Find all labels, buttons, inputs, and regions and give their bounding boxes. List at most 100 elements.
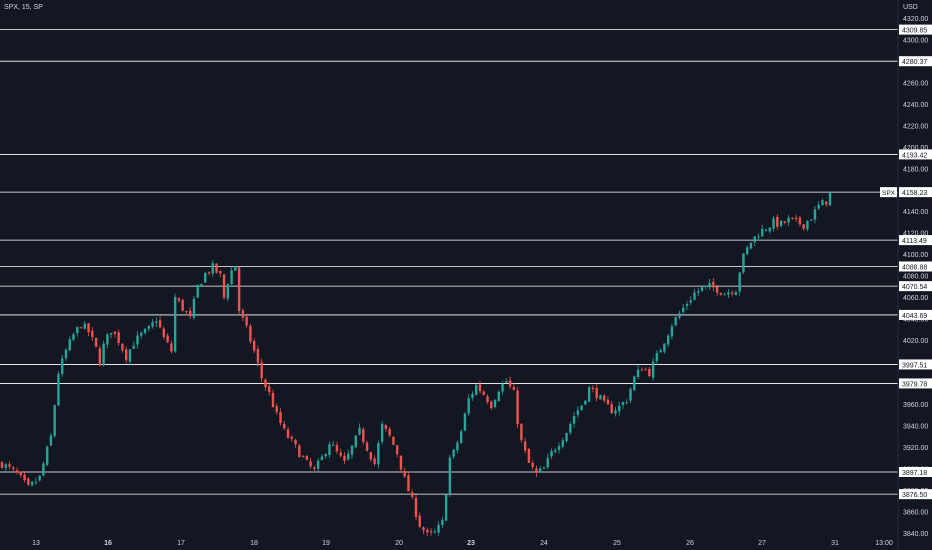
level-label: 4043.69 — [902, 313, 927, 320]
candles — [0, 192, 832, 536]
candle-up — [501, 383, 504, 392]
candle-up — [666, 335, 670, 345]
candle-down — [271, 392, 275, 408]
candle-down — [188, 310, 192, 317]
candle-down — [602, 395, 606, 401]
level-label-box — [899, 24, 932, 35]
candle-down — [648, 369, 651, 377]
candle-up — [316, 460, 320, 469]
candle-down — [610, 404, 613, 414]
candle-up — [354, 435, 357, 448]
candle-up — [723, 294, 726, 296]
candle-down — [177, 298, 181, 301]
candle-up — [192, 298, 196, 318]
candle-down — [715, 286, 719, 293]
candle-up — [61, 358, 64, 375]
candle-up — [76, 327, 79, 334]
candle-up — [693, 292, 696, 300]
candle-down — [19, 471, 23, 476]
candle-down — [712, 281, 715, 288]
level-label: 3997.51 — [902, 362, 927, 369]
candle-up — [685, 304, 689, 307]
candle-down — [283, 423, 286, 429]
candle-up — [42, 463, 45, 476]
candle-up — [173, 296, 177, 352]
candle-up — [64, 349, 68, 359]
candle-up — [324, 454, 327, 457]
x-tick-label: 16 — [104, 540, 112, 547]
candle-down — [162, 328, 166, 337]
candle-down — [335, 445, 339, 452]
candle-down — [527, 449, 531, 463]
symbol-header[interactable]: SPX, 15, SP — [4, 4, 43, 11]
last-price-label: 4158.23 — [902, 190, 927, 197]
level-label-box — [899, 309, 932, 320]
candle-down — [264, 379, 267, 388]
candle-down — [98, 348, 102, 366]
y-tick-label: 3960.00 — [903, 402, 928, 409]
candle-up — [753, 236, 756, 243]
candle-up — [689, 300, 692, 303]
candle-up — [697, 291, 700, 293]
candle-up — [196, 284, 199, 298]
candle-up — [828, 192, 832, 206]
candle-up — [155, 321, 158, 323]
candle-up — [734, 291, 738, 296]
candle-up — [633, 376, 636, 391]
candle-down — [388, 429, 391, 436]
candle-down — [508, 380, 512, 387]
candle-up — [109, 332, 113, 335]
candle-down — [237, 267, 241, 312]
candle-up — [320, 456, 324, 461]
x-tick-label: 27 — [758, 540, 766, 547]
candle-up — [49, 435, 53, 446]
candle-up — [350, 445, 354, 455]
y-tick-label: 4100.00 — [903, 252, 928, 259]
candle-down — [418, 515, 421, 527]
candle-up — [806, 220, 809, 230]
candle-up — [742, 253, 745, 273]
candle-up — [448, 457, 452, 494]
currency-label: USD — [903, 4, 918, 11]
candle-down — [279, 411, 282, 424]
candle-down — [79, 327, 83, 329]
x-tick-label: 23 — [467, 540, 475, 547]
candle-up — [459, 431, 463, 443]
candle-down — [730, 292, 734, 294]
candle-up — [787, 217, 790, 223]
candle-up — [561, 440, 564, 447]
candle-up — [456, 442, 459, 451]
candle-up — [761, 228, 764, 237]
candle-up — [772, 218, 775, 229]
candle-up — [550, 450, 553, 457]
candle-down — [414, 497, 418, 517]
candle-down — [373, 458, 376, 464]
candle-up — [34, 481, 38, 483]
candle-down — [395, 445, 399, 455]
candle-down — [478, 384, 482, 392]
y-tick-label: 4260.00 — [903, 81, 928, 88]
level-label-box — [899, 56, 932, 67]
level-label-box — [899, 235, 932, 246]
candle-down — [241, 310, 245, 318]
candle-up — [57, 373, 60, 406]
x-tick-label: 25 — [613, 540, 621, 547]
candle-up — [768, 227, 771, 232]
candle-down — [719, 292, 723, 295]
level-label-box — [899, 378, 932, 389]
candle-down — [309, 461, 312, 467]
candle-up — [475, 384, 478, 395]
candle-up — [554, 450, 557, 452]
candle-up — [817, 204, 820, 209]
x-tick-label: 17 — [177, 540, 185, 547]
level-label-box — [899, 281, 932, 292]
level-label: 4193.42 — [902, 152, 927, 159]
level-label: 3876.50 — [902, 492, 927, 499]
level-label-box — [899, 489, 932, 500]
x-tick-label: 13:00 — [875, 540, 893, 547]
candle-down — [256, 349, 260, 363]
candle-up — [584, 400, 587, 405]
candle-up — [4, 464, 7, 468]
candle-down — [644, 369, 647, 371]
